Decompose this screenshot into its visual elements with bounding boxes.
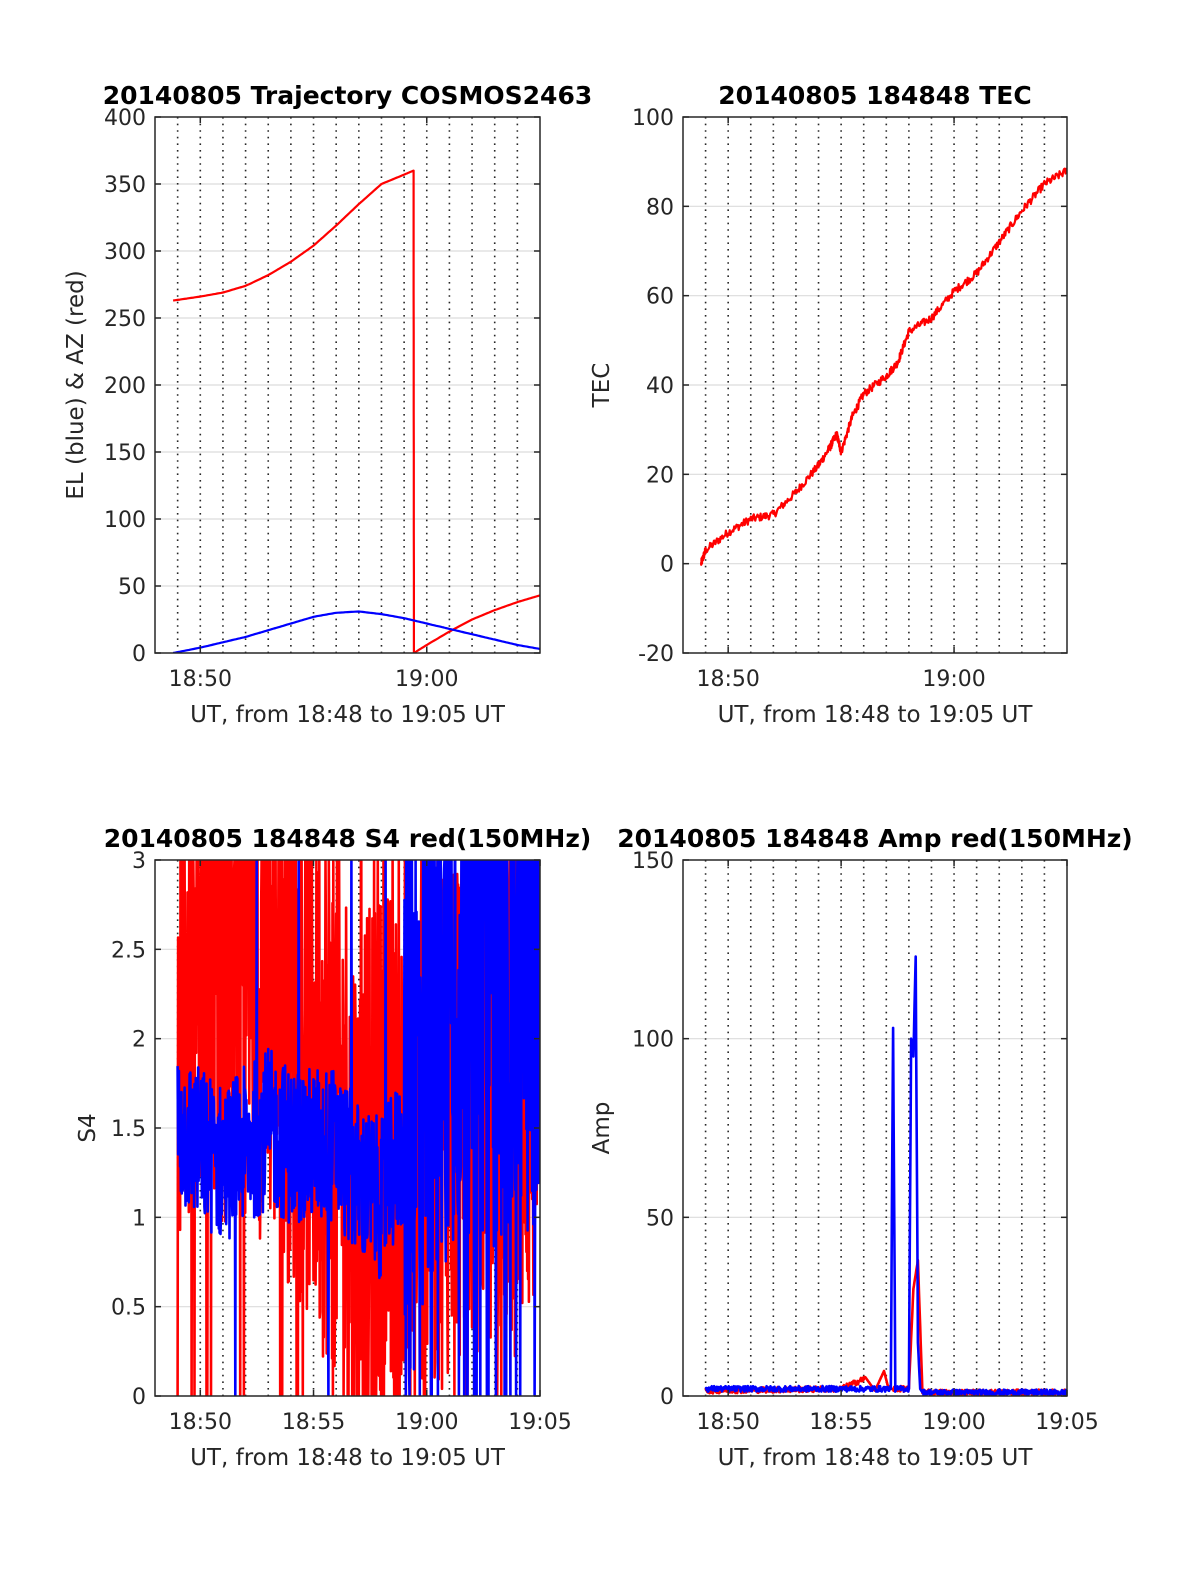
y-tick-label: 350 (104, 173, 146, 198)
y-tick-label: 40 (646, 374, 674, 399)
series-line-red (704, 1258, 1067, 1396)
y-tick-label: 150 (632, 849, 674, 874)
chart-title: 20140805 184848 TEC (718, 81, 1031, 110)
x-tick-label: 18:50 (696, 1410, 759, 1435)
series-line-red (700, 167, 1067, 566)
series-line-blue (172, 610, 540, 653)
y-tick-label: 100 (104, 508, 146, 533)
y-axis-label: Amp (589, 1102, 615, 1155)
x-tick-label: 19:00 (922, 1410, 985, 1435)
x-axis-label: UT, from 18:48 to 19:05 UT (718, 702, 1034, 728)
y-tick-label: 400 (104, 106, 146, 131)
chart-panel-3: 0 0.5 1 1.5 2 2.5 3 18:50 18:55 19:00 19:05 2014080… (75, 824, 591, 1471)
x-axis-label: UT, from 18:48 to 19:05 UT (190, 1445, 506, 1471)
y-tick-label: 1 (132, 1206, 146, 1231)
y-axis-label: EL (blue) & AZ (red) (63, 270, 89, 499)
y-axis-label: S4 (75, 1113, 101, 1142)
y-tick-label: 150 (104, 441, 146, 466)
chart-title: 20140805 184848 S4 red(150MHz) (104, 824, 592, 853)
x-tick-label: 18:55 (809, 1410, 872, 1435)
y-tick-label: 0.5 (111, 1296, 146, 1321)
y-tick-label: 3 (132, 849, 146, 874)
plot-area (176, 860, 540, 1396)
x-tick-label: 19:05 (1035, 1410, 1098, 1435)
y-tick-label: 100 (632, 1028, 674, 1053)
series-line-red (172, 169, 540, 653)
y-axis-label: TEC (589, 363, 615, 409)
chart-panel-1: 0 50 100 150 200 250 300 350 400 18:50 19:00 201408… (63, 81, 592, 728)
x-axis-label: UT, from 18:48 to 19:05 UT (718, 1445, 1034, 1471)
series-line-blue (704, 955, 1067, 1396)
plot-area (172, 169, 540, 653)
y-tick-label: 0 (132, 1385, 146, 1410)
x-tick-label: 18:55 (282, 1410, 345, 1435)
y-tick-label: 1.5 (111, 1117, 146, 1142)
x-tick-label: 19:00 (395, 667, 458, 692)
x-tick-label: 18:50 (169, 1410, 232, 1435)
y-tick-label: 200 (104, 374, 146, 399)
y-tick-label: 50 (646, 1206, 674, 1231)
y-tick-label: 0 (132, 642, 146, 667)
series-line-blue (176, 860, 540, 1396)
chart-panel-2: -20 0 20 40 60 80 100 18:50 19:00 20140805 184848… (589, 81, 1068, 728)
x-axis-label: UT, from 18:48 to 19:05 UT (190, 702, 506, 728)
y-tick-label: 80 (646, 195, 674, 220)
chart-title: 20140805 184848 Amp red(150MHz) (617, 824, 1133, 853)
x-tick-label: 18:50 (696, 667, 759, 692)
y-tick-label: 0 (660, 1385, 674, 1410)
y-tick-label: 250 (104, 307, 146, 332)
plot-area (704, 955, 1067, 1396)
y-tick-label: 20 (646, 463, 674, 488)
y-tick-label: 0 (660, 553, 674, 578)
x-tick-label: 18:50 (169, 667, 232, 692)
y-tick-label: -20 (638, 642, 674, 667)
chart-panel-4: 0 50 100 150 18:50 18:55 19:00 19:05 20140805 18… (589, 824, 1133, 1471)
y-tick-label: 2.5 (111, 938, 146, 963)
y-tick-label: 100 (632, 106, 674, 131)
y-tick-label: 2 (132, 1028, 146, 1053)
y-tick-label: 50 (118, 575, 146, 600)
x-tick-label: 19:00 (395, 1410, 458, 1435)
plot-area (700, 167, 1067, 566)
axes-frame (682, 859, 1068, 1397)
x-tick-label: 19:00 (922, 667, 985, 692)
y-tick-label: 300 (104, 240, 146, 265)
chart-title: 20140805 Trajectory COSMOS2463 (103, 81, 593, 110)
y-tick-label: 60 (646, 285, 674, 310)
x-tick-label: 19:05 (508, 1410, 571, 1435)
